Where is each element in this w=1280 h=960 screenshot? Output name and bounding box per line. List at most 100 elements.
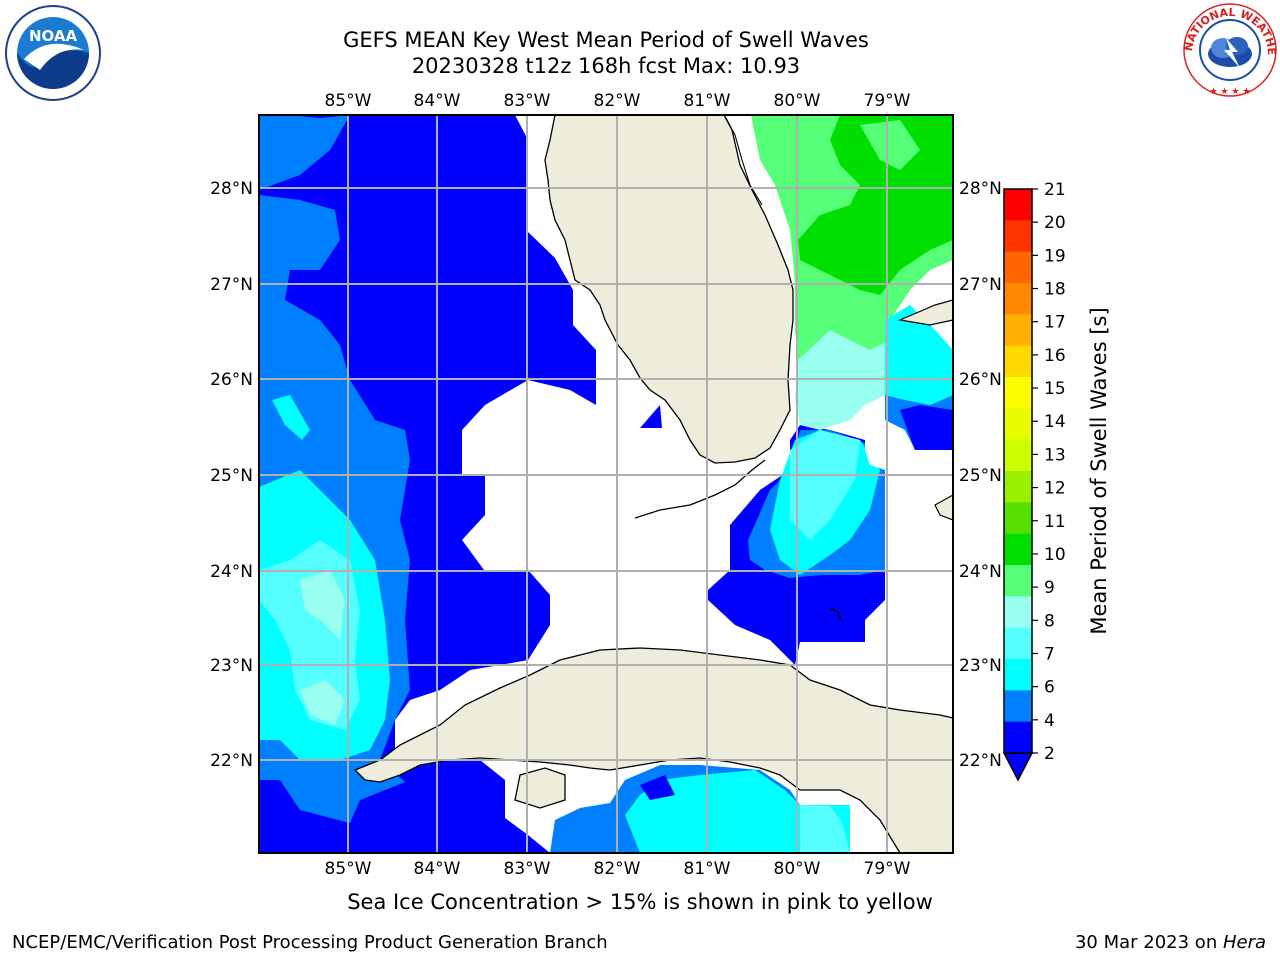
colorbar-segment: [1004, 251, 1032, 284]
lat-label-right: 27°N: [959, 275, 1002, 295]
lon-label-bottom: 81°W: [684, 859, 731, 879]
colorbar-tick-label: 9: [1044, 578, 1055, 598]
colorbar-tick-label: 16: [1044, 346, 1066, 366]
lon-label-top: 85°W: [325, 91, 372, 111]
lon-label-bottom: 79°W: [864, 859, 911, 879]
map-frame: [258, 114, 954, 854]
colorbar-tick-label: 8: [1044, 611, 1055, 631]
map-subtitle: 20230328 t12z 168h fcst Max: 10.93: [411, 54, 801, 78]
colorbar: [1004, 189, 1032, 754]
lon-label-top: 80°W: [774, 91, 821, 111]
date-prefix: 30 Mar 2023 on: [1074, 932, 1223, 953]
lat-label-right: 28°N: [959, 179, 1002, 199]
lat-label-left: 28°N: [210, 179, 253, 199]
colorbar-label: Mean Period of Swell Waves [s]: [1087, 307, 1111, 634]
colorbar-segment: [1004, 220, 1032, 253]
colorbar-tick-label: 7: [1044, 644, 1055, 664]
colorbar-segment: [1004, 408, 1032, 441]
contour-6-7-straits: [790, 430, 860, 540]
lat-label-left: 24°N: [210, 562, 253, 582]
lat-label-right: 25°N: [959, 466, 1002, 486]
lat-label-right: 26°N: [959, 370, 1002, 390]
contour-2-4-west: [259, 115, 350, 190]
contour-9-10-inner: [860, 120, 920, 170]
lagoon-line: [725, 117, 763, 206]
colorbar-segment: [1004, 627, 1032, 660]
colorbar-frame: [1003, 188, 1033, 754]
contour-4-6-nw: [272, 395, 310, 440]
lon-label-bottom: 80°W: [774, 859, 821, 879]
contour-4-6-caribbean: [625, 770, 850, 853]
colorbar-segment: [1004, 502, 1032, 535]
bahamas-island2: [934, 494, 953, 521]
colorbar-segment: [1004, 471, 1032, 503]
florida-keys: [634, 459, 766, 519]
andros-island: [829, 607, 843, 623]
isle-of-youth: [514, 767, 566, 809]
svg-text:NOAA: NOAA: [29, 27, 78, 45]
colorbar-segment: [1004, 721, 1032, 754]
colorbar-tick-label: 10: [1044, 545, 1066, 565]
lat-label-right: 22°N: [959, 751, 1002, 771]
lat-label-left: 26°N: [210, 370, 253, 390]
credit-line: NCEP/EMC/Verification Post Processing Pr…: [12, 932, 608, 953]
gulf-small-patch: [640, 405, 662, 428]
lon-label-top: 81°W: [684, 91, 731, 111]
colorbar-segment: [1004, 533, 1032, 566]
colorbar-segment: [1004, 345, 1032, 378]
lon-label-top: 82°W: [594, 91, 641, 111]
colorbar-tick-label: 21: [1044, 180, 1066, 200]
lat-label-left: 27°N: [210, 275, 253, 295]
lon-label-bottom: 83°W: [504, 859, 551, 879]
date-line: 30 Mar 2023 on Hera: [1075, 932, 1266, 953]
colorbar-extend-arrow: [1002, 752, 1034, 782]
colorbar-segment: [1004, 283, 1032, 315]
sea-ice-note: Sea Ice Concentration > 15% is shown in …: [347, 890, 933, 914]
bahamas-island: [897, 299, 953, 326]
florida-land: [544, 115, 794, 464]
contour-low-caribbean: [640, 775, 675, 800]
lon-label-top: 84°W: [414, 91, 461, 111]
colorbar-tick-label: 6: [1044, 678, 1055, 698]
lat-label-left: 25°N: [210, 466, 253, 486]
contour-7-8-west2: [300, 680, 345, 725]
colorbar-segment: [1004, 565, 1032, 597]
graticule: [259, 115, 953, 853]
colorbar-segment: [1004, 690, 1032, 723]
map-area: [259, 115, 953, 853]
nws-logo: NATIONAL WEATHER SERVICE ★ ★ ★ ★: [1180, 2, 1278, 97]
colorbar-tick-label: 4: [1044, 711, 1055, 731]
colorbar-tick-label: 18: [1044, 280, 1066, 300]
lat-label-right: 23°N: [959, 656, 1002, 676]
colorbar-segment: [1004, 314, 1032, 347]
colorbar-segment: [1004, 189, 1032, 221]
colorbar-tick-label: 11: [1044, 512, 1066, 532]
svg-text:★ ★ ★ ★: ★ ★ ★ ★: [1210, 87, 1251, 97]
colorbar-tick-label: 14: [1044, 412, 1066, 432]
map-title: GEFS MEAN Key West Mean Period of Swell …: [343, 28, 869, 52]
colorbar-tick-label: 20: [1044, 213, 1066, 233]
colorbar-tick-label: 13: [1044, 445, 1066, 465]
lat-label-left: 22°N: [210, 751, 253, 771]
colorbar-segment: [1004, 596, 1032, 629]
contour-6-7-caribbean: [800, 805, 850, 853]
lon-label-top: 79°W: [864, 91, 911, 111]
colorbar-segment: [1004, 439, 1032, 472]
lon-label-bottom: 85°W: [325, 859, 372, 879]
lat-label-right: 24°N: [959, 562, 1002, 582]
lon-label-bottom: 84°W: [414, 859, 461, 879]
contour-7-8-west: [300, 570, 345, 640]
host-name: Hera: [1222, 932, 1266, 953]
colorbar-segment: [1004, 659, 1032, 691]
colorbar-tick-label: 17: [1044, 313, 1066, 333]
lon-label-top: 83°W: [504, 91, 551, 111]
noaa-logo: NOAA: [5, 5, 101, 101]
mask-bahamas: [865, 420, 885, 470]
contour-low-atlantic: [900, 405, 953, 450]
colorbar-tick-label: 2: [1044, 744, 1055, 764]
colorbar-segment: [1004, 377, 1032, 409]
lon-label-bottom: 82°W: [594, 859, 641, 879]
colorbar-tick-label: 19: [1044, 246, 1066, 266]
colorbar-tick-label: 12: [1044, 479, 1066, 499]
